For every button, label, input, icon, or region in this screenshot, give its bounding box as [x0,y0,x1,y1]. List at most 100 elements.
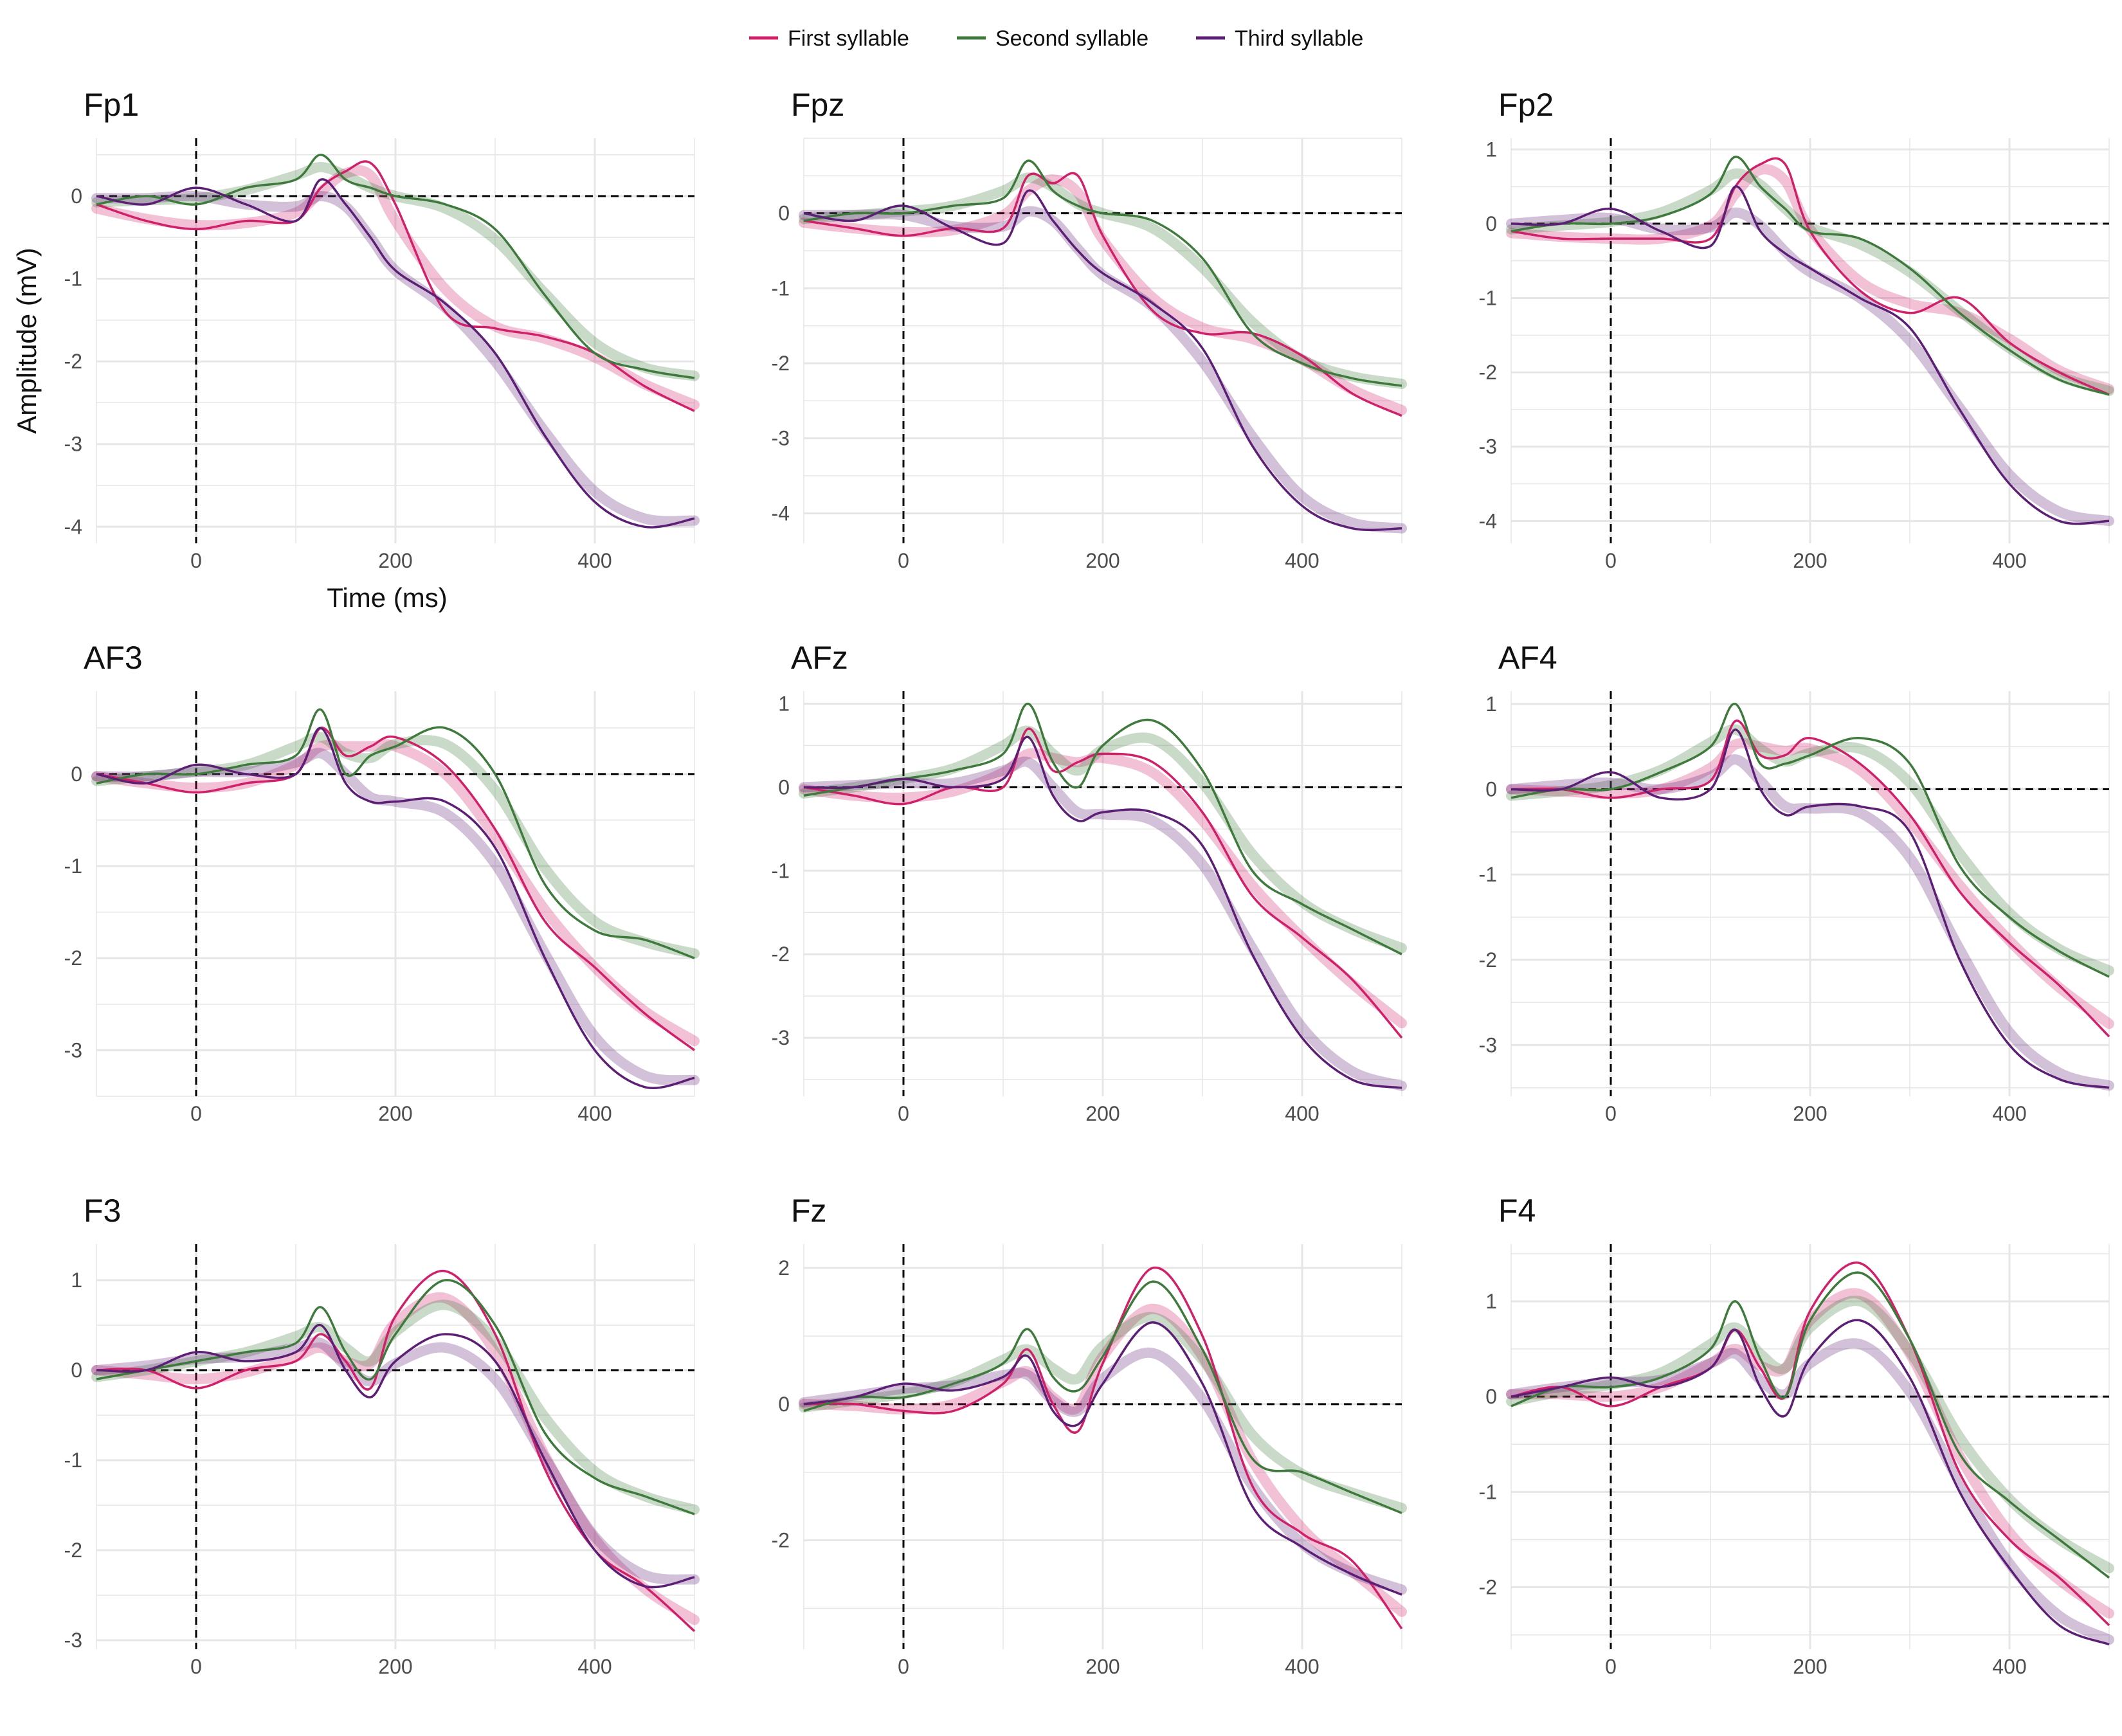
line-second-syllable-f4 [1510,1271,2110,1579]
y-tick-label: -2 [64,350,82,373]
smooth-first-syllable-af4 [1506,737,2114,1029]
x-tick-label: 200 [1085,549,1120,572]
smooth-second-syllable-fz [799,1312,1407,1514]
line-first-syllable-af3 [96,727,696,1051]
panel-fz: 0 200 400 2 0 -2 Fz [772,1193,1407,1678]
x-tick-label: 200 [1793,549,1827,572]
y-tick-label: -1 [64,267,82,291]
line-first-syllable-fpz [803,172,1402,417]
x-tick-label: 400 [1992,1102,2026,1125]
y-tick-label: 0 [1485,1385,1497,1408]
panel-title-fz: Fz [791,1193,827,1229]
legend-item-second: Second syllable [957,26,1148,51]
y-tick-label: -3 [772,1026,790,1049]
line-third-syllable-fp2 [1510,185,2110,525]
y-tick-label: -1 [64,1449,82,1472]
panel-af3: 0 200 400 0 -1 -2 -3 AF3 [64,640,700,1125]
y-tick-label: -4 [1479,509,1497,532]
line-third-syllable-afz [803,736,1402,1089]
line-first-syllable-f4 [1510,1261,2110,1627]
panel-title-fp2: Fp2 [1498,87,1554,123]
x-tick-label: 400 [577,1102,612,1125]
x-tick-label: 0 [190,549,202,572]
y-tick-label: -2 [1479,361,1497,384]
x-tick-label: 0 [1605,1655,1617,1678]
y-tick-label: -1 [1479,863,1497,886]
y-tick-label: 0 [1485,212,1497,235]
x-tick-label: 400 [1992,549,2026,572]
y-tick-label: -2 [772,1529,790,1552]
x-tick-label: 0 [190,1102,202,1125]
x-tick-label: 0 [898,1655,909,1678]
x-tick-label: 200 [378,1102,412,1125]
x-tick-label: 400 [577,549,612,572]
x-tick-label: 400 [1285,1102,1319,1125]
legend-item-first: First syllable [749,26,909,51]
y-tick-label: -3 [64,433,82,456]
smooth-second-syllable-fpz [799,172,1407,390]
line-first-syllable-fz [803,1266,1403,1630]
line-third-syllable-f3 [96,1324,695,1589]
line-first-syllable-f3 [96,1270,696,1632]
x-tick-label: 200 [1793,1655,1827,1678]
x-tick-label: 200 [378,549,412,572]
y-tick-label: 0 [1485,778,1497,801]
panel-title-fp1: Fp1 [84,87,139,123]
line-third-syllable-af3 [96,727,695,1089]
y-tick-label: -1 [1479,287,1497,310]
line-second-syllable-fp2 [1510,156,2110,396]
x-tick-label: 400 [1285,549,1319,572]
y-tick-label: 2 [778,1256,790,1279]
y-tick-label: -4 [772,502,790,525]
y-tick-label: 0 [71,763,82,786]
y-tick-label: -3 [1479,1033,1497,1056]
panel-title-fpz: Fpz [791,87,844,123]
x-tick-label: 200 [1085,1655,1120,1678]
y-tick-label: 1 [1485,692,1497,716]
panel-title-af3: AF3 [84,640,143,676]
y-tick-label: -2 [64,1539,82,1562]
x-tick-label: 400 [577,1655,612,1678]
panel-f3: 0 200 400 1 0 -1 -2 -3 F3 [64,1193,700,1678]
line-second-syllable-f3 [96,1279,695,1515]
line-second-syllable-fz [803,1280,1402,1514]
y-tick-label: 0 [778,202,790,225]
y-tick-label: -1 [1479,1480,1497,1503]
smooth-first-syllable-fpz [799,174,1407,415]
legend-item-third: Third syllable [1196,26,1363,51]
panel-title-f4: F4 [1498,1193,1536,1229]
legend-label-first: First syllable [788,26,909,51]
x-tick-label: 400 [1285,1655,1319,1678]
y-tick-label: 0 [778,1393,790,1416]
panel-title-af4: AF4 [1498,640,1557,676]
line-first-syllable-fp1 [96,160,695,412]
smooth-first-syllable-fp1 [91,165,700,410]
y-tick-label: -2 [772,352,790,375]
line-third-syllable-fpz [803,189,1402,532]
line-second-syllable-afz [803,702,1402,955]
x-tick-label: 200 [378,1655,412,1678]
line-second-syllable-fpz [803,159,1402,387]
line-third-syllable-f4 [1510,1319,2110,1646]
y-tick-label: -3 [64,1629,82,1652]
panel-fp2: 0 200 400 1 0 -1 -2 -3 -4 Fp2 [1479,87,2114,572]
smooth-third-syllable-af3 [91,748,700,1086]
line-first-syllable-fp2 [1510,157,2110,396]
y-tick-label: -2 [1479,948,1497,972]
y-tick-label: 0 [71,185,82,208]
y-tick-label: -1 [64,854,82,878]
x-tick-label: 200 [1793,1102,1827,1125]
line-third-syllable-fp1 [96,178,695,529]
legend-label-third: Third syllable [1235,26,1363,51]
x-tick-label: 0 [190,1655,202,1678]
line-first-syllable-afz [803,727,1403,1039]
y-tick-label: -1 [772,859,790,882]
panel-fp1: 0 200 400 0 -1 -2 -3 -4 Fp1 [64,87,700,572]
y-tick-label: 0 [778,775,790,799]
panel-f4: 0 200 400 1 0 -1 -2 F4 [1479,1193,2114,1678]
panel-title-afz: AFz [791,640,848,676]
x-tick-label: 400 [1992,1655,2026,1678]
x-tick-label: 0 [898,549,909,572]
